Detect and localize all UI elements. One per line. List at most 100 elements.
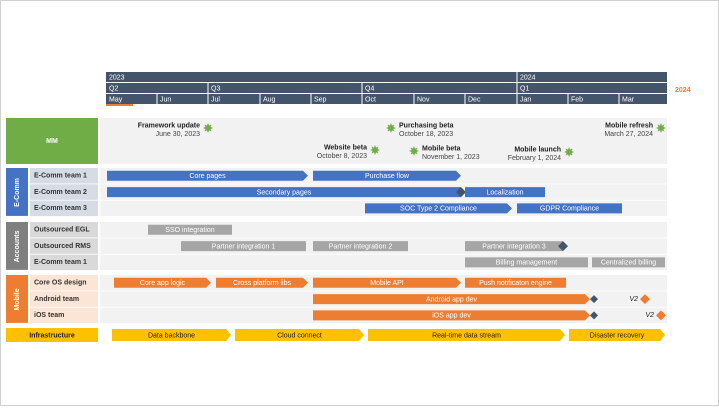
month-row — [106, 94, 667, 104]
row-label-bg — [30, 200, 98, 217]
task-bar — [517, 203, 622, 214]
task-end-diamond — [558, 241, 568, 252]
task-bar — [465, 257, 588, 268]
year-label: 2024 — [520, 74, 536, 81]
mm-label: MM — [46, 138, 58, 145]
task-label: Partner integration 2 — [329, 243, 393, 250]
task-label: SSO integration — [165, 227, 215, 234]
current-year: 2024 — [675, 87, 691, 94]
task-bar — [365, 203, 512, 214]
task-bar — [114, 277, 211, 288]
infra-task-label: Real-time data stream — [432, 332, 501, 339]
milestone-star — [386, 123, 396, 133]
android-end-diamond — [590, 295, 598, 304]
infra-task-label: Data backbone — [148, 332, 195, 339]
task-bar — [313, 241, 408, 252]
group-label: Accounts — [14, 230, 21, 262]
row-label: E-Comm team 2 — [34, 189, 87, 196]
milestone-title: Framework update — [138, 122, 200, 129]
infra-bar — [235, 329, 364, 341]
month-label: May — [109, 96, 123, 103]
year-label: 2023 — [109, 74, 125, 81]
task-label: Core app logic — [140, 280, 186, 287]
year-row — [106, 72, 667, 82]
task-label: Partner integration 3 — [482, 243, 546, 250]
quarter-label: Q1 — [520, 85, 529, 92]
milestone-star — [370, 145, 380, 155]
task-label: Purchase flow — [365, 173, 410, 180]
row-label: E-Comm team 1 — [34, 259, 87, 266]
quarter-label: Q4 — [365, 85, 374, 92]
month-label: Feb — [571, 96, 583, 103]
task-bar — [107, 170, 308, 181]
milestone-title: Mobile launch — [514, 146, 561, 153]
month-label: Aug — [263, 96, 276, 103]
quarter-label: Q2 — [109, 85, 118, 92]
milestone-title: Mobile beta — [422, 145, 461, 152]
group-box — [6, 222, 28, 270]
task-label: SOC Type 2 Compliance — [400, 206, 477, 213]
task-bar — [313, 310, 590, 321]
task-bar — [107, 187, 461, 198]
infra-bar — [112, 329, 231, 341]
row-label-bg — [30, 291, 98, 307]
row-label-bg — [30, 238, 98, 254]
milestone-date: October 8, 2023 — [317, 153, 367, 160]
row-label: Core OS design — [34, 280, 87, 287]
quarter-row — [106, 83, 667, 93]
task-bar — [181, 241, 306, 252]
milestone-date: June 30, 2023 — [156, 131, 200, 138]
task-end-diamond — [456, 187, 466, 198]
task-label: iOS app dev — [432, 313, 471, 320]
task-label: Cross platform libs — [233, 280, 291, 287]
task-bar — [148, 224, 232, 235]
milestone-star — [564, 147, 574, 157]
marker-label: V2 — [629, 296, 638, 303]
infra-box — [6, 328, 98, 342]
row-label: Outsourced EGL — [34, 227, 90, 234]
task-label: Core pages — [189, 173, 226, 180]
milestone-date: February 1, 2024 — [508, 155, 561, 162]
group-label: Mobile — [14, 288, 21, 310]
mm-box — [6, 118, 98, 164]
row-label-bg — [30, 254, 98, 271]
task-label: Secondary pages — [257, 189, 312, 196]
marker-label: V2 — [645, 312, 654, 319]
task-bar — [465, 241, 563, 252]
row-label-bg — [30, 307, 98, 324]
month-label: Dec — [468, 96, 481, 103]
task-label: Mobile API — [370, 280, 404, 287]
row-label: iOS team — [34, 312, 64, 319]
group-box — [6, 275, 28, 323]
infra-task-label: Cloud connect — [277, 332, 322, 339]
quarter-label: Q3 — [211, 85, 220, 92]
task-bar — [313, 294, 590, 305]
milestone-date: October 18, 2023 — [399, 131, 453, 138]
today-marker — [106, 104, 133, 106]
infra-label: Infrastructure — [29, 332, 75, 339]
row-label: E-Comm team 3 — [34, 205, 87, 212]
task-bar — [465, 277, 566, 288]
task-label: Localization — [487, 189, 524, 196]
month-label: Jan — [520, 96, 531, 103]
milestone-title: Website beta — [324, 144, 367, 151]
milestone-star — [656, 123, 666, 133]
marker-diamond — [656, 310, 666, 321]
milestone-date: November 1, 2023 — [422, 154, 480, 161]
month-label: Oct — [365, 96, 376, 103]
mm-area — [100, 118, 667, 164]
task-label: Android app dev — [426, 296, 477, 303]
row-label: E-Comm team 1 — [34, 173, 87, 180]
group-box — [6, 168, 28, 216]
month-label: Nov — [417, 96, 430, 103]
infra-task-label: Disaster recovery — [590, 332, 645, 339]
month-label: Jul — [211, 96, 220, 103]
milestone-date: March 27, 2024 — [604, 131, 653, 138]
month-label: Jun — [160, 96, 171, 103]
row-bg — [100, 222, 667, 238]
row-label-bg — [30, 184, 98, 200]
android-end-diamond — [590, 311, 598, 320]
row-label-bg — [30, 222, 98, 238]
marker-diamond — [640, 294, 650, 305]
